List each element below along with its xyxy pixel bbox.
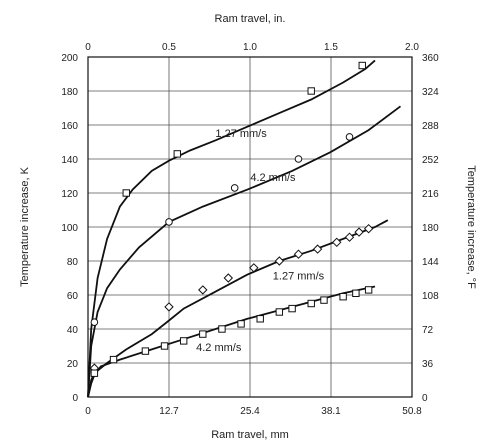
x-tick-label: 25.4 <box>240 406 260 417</box>
x2-tick-label: 2.0 <box>405 42 419 53</box>
y-tick-label: 40 <box>67 325 79 336</box>
y-tick-label: 80 <box>67 257 79 268</box>
x-tick-label: 12.7 <box>159 406 179 417</box>
x-tick-label: 38.1 <box>321 406 341 417</box>
x2-axis-title: Ram travel, in. <box>215 13 286 25</box>
y-tick-label: 20 <box>67 359 79 370</box>
data-point-square <box>339 293 347 301</box>
data-point-square <box>275 308 284 316</box>
curve-label: 1.27 mm/s <box>273 271 325 283</box>
y-axis-title: Temperature increase, K <box>19 166 31 286</box>
y2-tick-label: 144 <box>422 257 439 268</box>
data-point-square <box>199 330 207 338</box>
data-point-square <box>320 296 328 304</box>
y-tick-label: 160 <box>61 121 78 132</box>
data-point-diamond <box>332 237 342 248</box>
data-point-diamond <box>249 263 259 273</box>
data-point-square <box>160 342 169 350</box>
y2-tick-label: 180 <box>422 223 439 234</box>
data-point-square <box>358 61 366 70</box>
plot-frame <box>87 56 413 398</box>
data-point-square <box>237 320 245 328</box>
data-point-diamond <box>223 273 234 283</box>
y2-tick-label: 108 <box>422 291 439 302</box>
grid <box>88 57 412 397</box>
x2-tick-label: 1.5 <box>324 42 338 53</box>
data-point-circle <box>294 155 303 163</box>
data-point-diamond <box>293 249 304 259</box>
data-point-square <box>364 286 373 294</box>
data-point-circle <box>165 218 173 226</box>
curves <box>87 59 402 398</box>
data-point-diamond <box>312 244 323 254</box>
y2-tick-label: 0 <box>422 393 428 404</box>
curve-label: 4.2 mm/s <box>250 172 296 184</box>
y2-tick-label: 252 <box>422 155 439 166</box>
x2-tick-label: 1.0 <box>243 42 257 53</box>
x2-tick-label: 0.5 <box>162 42 176 53</box>
y2-tick-label: 288 <box>422 121 439 132</box>
data-point-square <box>109 355 118 364</box>
data-point-square <box>179 337 188 345</box>
data-point-square <box>288 304 296 313</box>
y-tick-label: 140 <box>61 155 78 166</box>
x-axis-title: Ram travel, mm <box>211 429 289 441</box>
y-tick-label: 0 <box>72 393 78 404</box>
data-point-square <box>173 150 181 158</box>
x-tick-label: 50.8 <box>402 406 422 417</box>
x2-tick-label: 0 <box>85 42 91 53</box>
y-tick-label: 100 <box>61 223 78 234</box>
y2-tick-label: 72 <box>422 325 434 336</box>
data-point-circle <box>230 184 239 192</box>
x-tick-label: 0 <box>85 406 91 417</box>
y2-axis-title: Temperature increase, °F <box>465 165 477 289</box>
y-tick-label: 180 <box>61 87 78 98</box>
y-tick-label: 120 <box>61 189 78 200</box>
curve-label: 1.27 mm/s <box>215 128 267 140</box>
data-point-square <box>307 87 315 95</box>
data-point-diamond <box>274 256 285 266</box>
markers <box>89 61 374 377</box>
data-point-diamond <box>354 227 364 237</box>
data-point-diamond <box>363 223 374 234</box>
y-tick-label: 60 <box>67 291 79 302</box>
data-point-square <box>122 189 130 197</box>
data-point-circle <box>345 133 354 141</box>
data-point-diamond <box>164 302 174 312</box>
series-line-2 <box>87 105 402 398</box>
curve-labels: 1.27 mm/s 4.2 mm/s 1.27 mm/s 4.2 mm/s <box>196 128 325 354</box>
y2-tick-label: 360 <box>422 53 439 64</box>
data-point-circle <box>90 318 99 327</box>
data-point-square <box>218 325 226 333</box>
data-point-diamond <box>344 232 355 242</box>
data-point-square <box>141 347 150 355</box>
data-point-square <box>307 299 315 308</box>
series-line-3 <box>87 219 389 398</box>
y-tick-label: 200 <box>61 53 78 64</box>
y2-tick-label: 324 <box>422 87 439 98</box>
data-point-square <box>90 369 99 377</box>
data-point-diamond <box>198 285 208 295</box>
data-point-square <box>352 289 360 298</box>
curve-label: 4.2 mm/s <box>196 342 242 354</box>
y2-tick-label: 216 <box>422 189 439 200</box>
data-point-square <box>256 315 264 323</box>
y2-tick-label: 36 <box>422 359 434 370</box>
